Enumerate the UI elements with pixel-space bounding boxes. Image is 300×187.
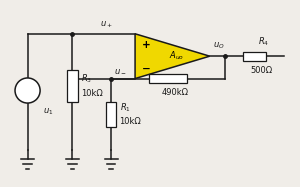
Text: $R_4$: $R_4$	[257, 35, 269, 48]
Bar	[148, 74, 187, 83]
Text: $u_1$: $u_1$	[43, 106, 53, 117]
Text: $u_-$: $u_-$	[114, 66, 127, 75]
Text: $u_O$: $u_O$	[213, 40, 225, 51]
Text: 10kΩ: 10kΩ	[81, 89, 103, 98]
Text: +: +	[142, 40, 150, 50]
Text: 10kΩ: 10kΩ	[119, 117, 141, 126]
Text: $R_3$: $R_3$	[81, 72, 92, 85]
Text: $R_2$: $R_2$	[165, 58, 176, 70]
Circle shape	[15, 78, 40, 103]
Polygon shape	[135, 34, 210, 79]
Text: 490kΩ: 490kΩ	[162, 88, 189, 97]
Text: $A_{uo}$: $A_{uo}$	[169, 50, 184, 62]
Bar	[243, 52, 266, 61]
Bar	[106, 102, 116, 127]
Bar	[67, 70, 78, 102]
Text: −: −	[142, 64, 150, 74]
Text: $u_+$: $u_+$	[100, 20, 113, 30]
Text: 500Ω: 500Ω	[250, 66, 272, 75]
Text: $R_1$: $R_1$	[119, 102, 130, 114]
